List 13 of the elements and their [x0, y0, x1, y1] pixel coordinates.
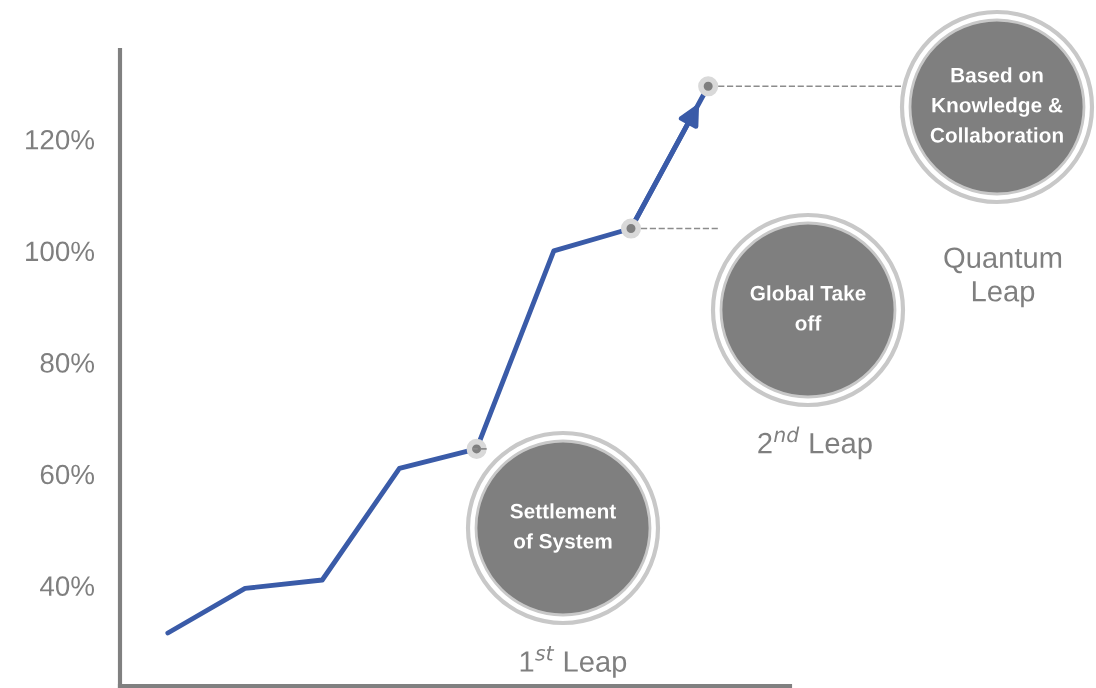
- annotation: 1$^{st}$ Leap: [520, 646, 627, 678]
- y-tick-label: 100%: [26, 241, 95, 262]
- text: Based on Knowledge & Collaboration: [930, 67, 1063, 143]
- y-tick-label: 40%: [40, 576, 95, 596]
- text: Quantum Leap: [944, 247, 1062, 308]
- annotation: 2$^{nd}$ Leap: [758, 426, 872, 460]
- annotation: Global Take off: [750, 285, 866, 331]
- point: [698, 76, 719, 97]
- annotation: Settlement of System: [510, 503, 616, 553]
- y-tick-label: 80%: [40, 353, 95, 373]
- point: [620, 218, 642, 239]
- y-tick-label: 120%: [26, 129, 95, 150]
- y-tick-label: 60%: [40, 464, 95, 485]
